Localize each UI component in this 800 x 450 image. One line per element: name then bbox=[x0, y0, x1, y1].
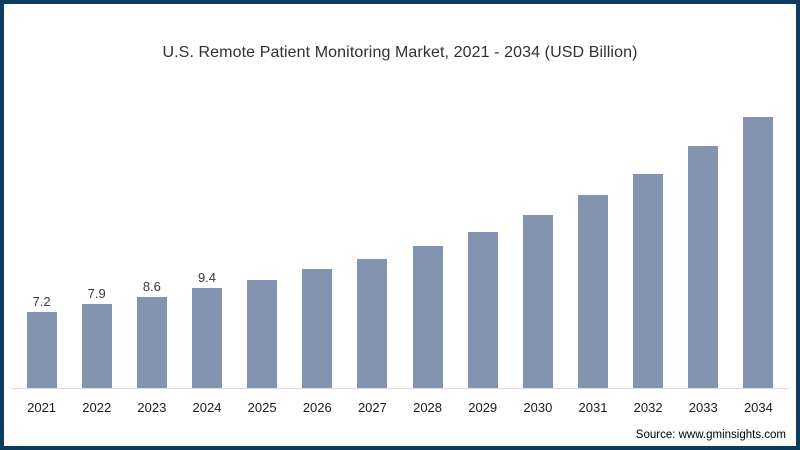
bar-value-label: 7.2 bbox=[32, 294, 51, 309]
bar bbox=[136, 297, 167, 388]
year-tick-label: 2029 bbox=[468, 400, 498, 415]
source-attribution: Source: www.gminsights.com bbox=[635, 429, 786, 441]
year-tick-label: 2024 bbox=[192, 400, 222, 415]
year-tick-label: 2031 bbox=[578, 400, 608, 415]
bar bbox=[247, 280, 278, 388]
year-tick-label: 2030 bbox=[523, 400, 553, 415]
bar-column: 7.9 bbox=[69, 88, 124, 388]
bar-column bbox=[235, 88, 290, 388]
bar bbox=[302, 269, 333, 388]
bar bbox=[467, 232, 498, 388]
chart-title: U.S. Remote Patient Monitoring Market, 2… bbox=[162, 44, 638, 61]
bar-value-label: 7.9 bbox=[87, 286, 106, 301]
bar bbox=[81, 304, 112, 388]
bar bbox=[191, 288, 222, 388]
x-axis-tick-labels: 2021 2022 2023 2024 2025 2026 2027 2028 … bbox=[14, 400, 786, 415]
year-tick-label: 2026 bbox=[302, 400, 332, 415]
bar bbox=[633, 174, 664, 388]
year-tick-label: 2021 bbox=[27, 400, 57, 415]
year-tick-label: 2032 bbox=[633, 400, 663, 415]
year-tick-label: 2022 bbox=[82, 400, 112, 415]
bar-column bbox=[400, 88, 455, 388]
bar-column bbox=[290, 88, 345, 388]
bar-column bbox=[676, 88, 731, 388]
x-axis-baseline bbox=[12, 388, 788, 389]
bar-column bbox=[731, 88, 786, 388]
bar-column: 7.2 bbox=[14, 88, 69, 388]
bar bbox=[357, 259, 388, 388]
bar-column: 8.6 bbox=[124, 88, 179, 388]
bar bbox=[743, 117, 774, 388]
bar-column bbox=[455, 88, 510, 388]
year-tick-label: 2028 bbox=[413, 400, 443, 415]
bar-column: 9.4 bbox=[179, 88, 234, 388]
bar bbox=[26, 312, 57, 388]
bar-value-label: 9.4 bbox=[197, 270, 217, 285]
bar-chart-plot-area: 7.2 7.9 8.6 9.4 bbox=[14, 88, 786, 388]
bar bbox=[412, 246, 443, 388]
bar-column bbox=[345, 88, 400, 388]
year-tick-label: 2034 bbox=[743, 400, 773, 415]
bar-column bbox=[621, 88, 676, 388]
year-tick-label: 2027 bbox=[357, 400, 387, 415]
year-tick-label: 2023 bbox=[137, 400, 167, 415]
bar bbox=[522, 215, 553, 388]
year-tick-label: 2033 bbox=[688, 400, 718, 415]
year-tick-label: 2025 bbox=[247, 400, 277, 415]
bar-column bbox=[565, 88, 620, 388]
bar-column bbox=[510, 88, 565, 388]
bar-value-label: 8.6 bbox=[142, 279, 161, 294]
bar bbox=[688, 146, 719, 388]
bar bbox=[577, 195, 608, 388]
